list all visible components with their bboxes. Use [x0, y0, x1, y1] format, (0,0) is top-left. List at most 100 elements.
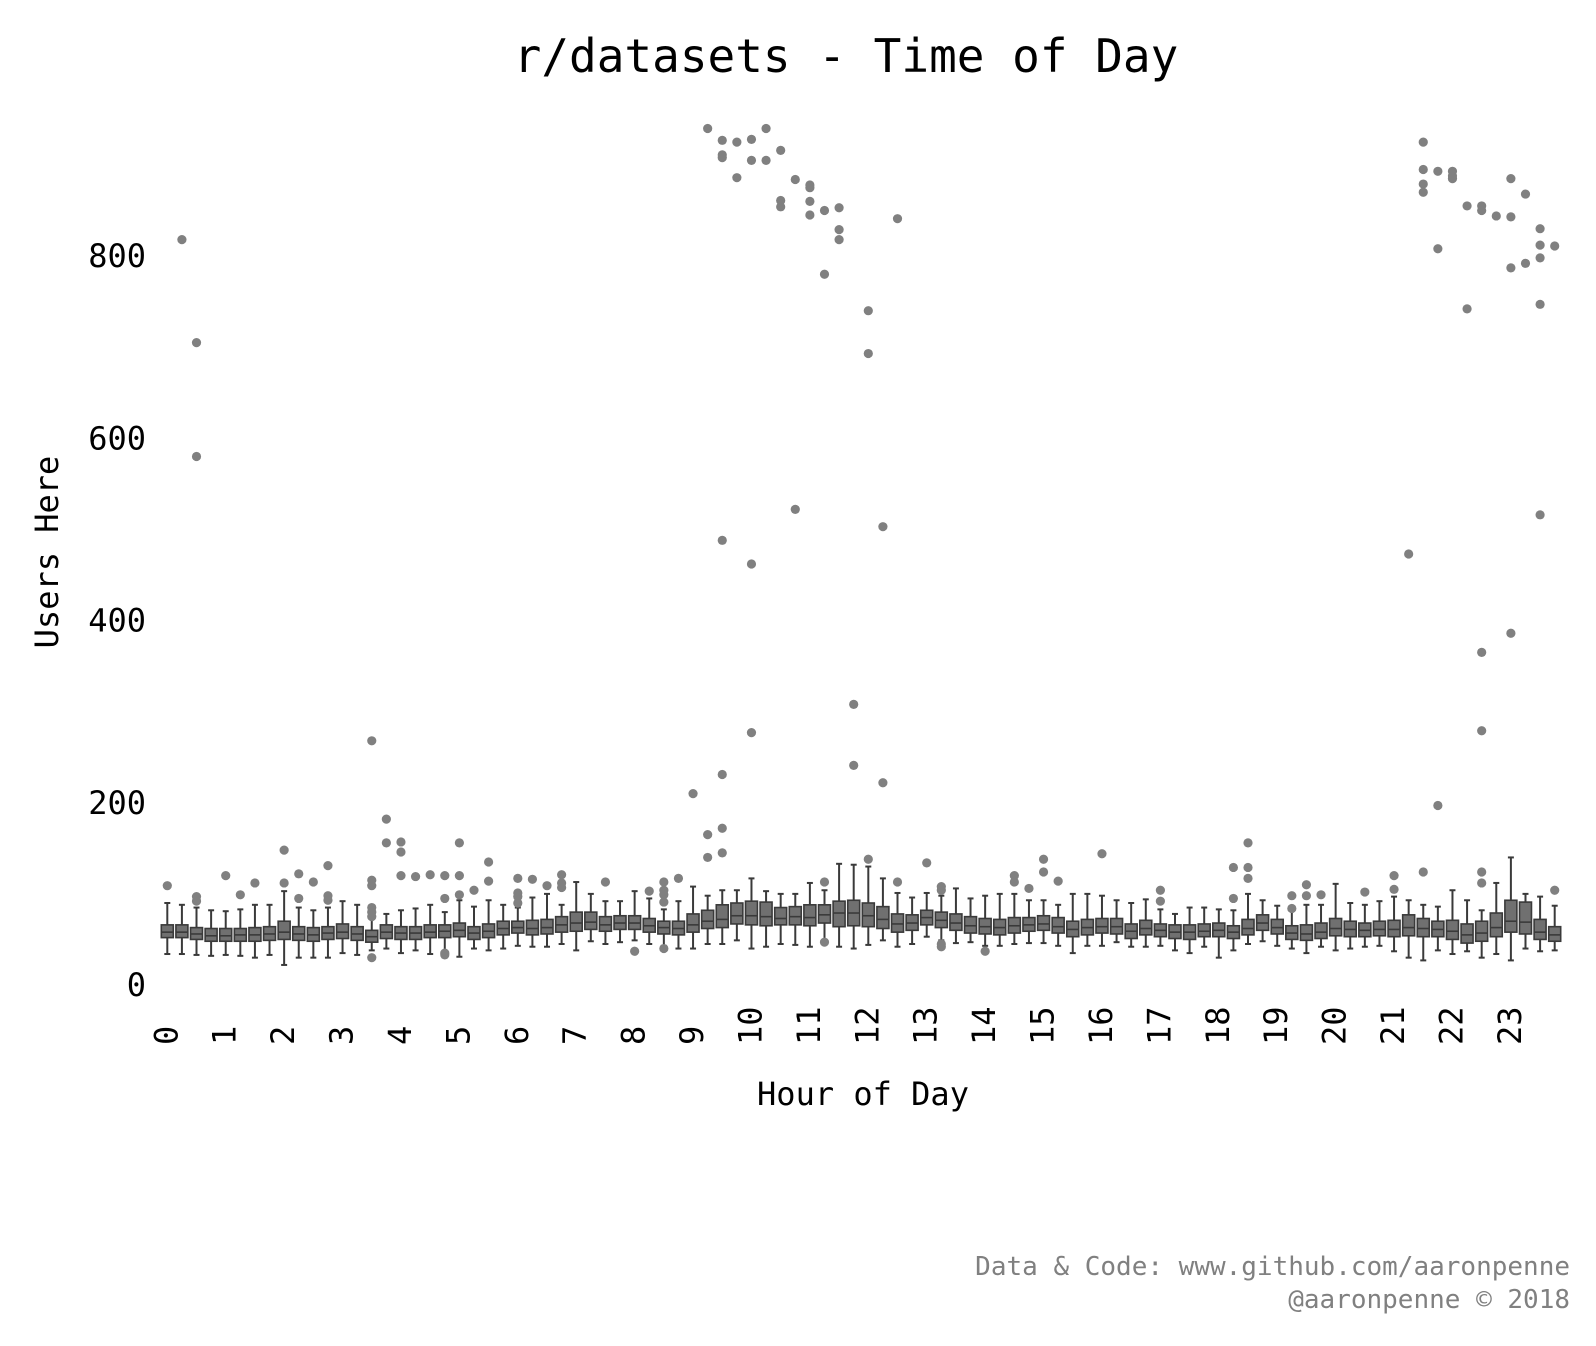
box [627, 890, 642, 942]
outlier-point [1520, 189, 1531, 199]
outlier-point [761, 123, 771, 134]
box [1328, 882, 1343, 952]
outlier-point [1009, 877, 1019, 887]
x-tick-label: 19 [1257, 1006, 1295, 1045]
outlier-point [1243, 862, 1253, 873]
outlier-point [513, 873, 523, 883]
outlier-point [235, 890, 245, 900]
outlier-point [1155, 885, 1165, 895]
outlier-point [191, 892, 202, 902]
box [364, 917, 379, 952]
box-iqr [1474, 920, 1489, 943]
box [569, 881, 584, 952]
outlier-point [922, 858, 932, 868]
box-plot-series [160, 856, 1562, 966]
box [306, 909, 321, 959]
outlier-point [790, 174, 800, 185]
outlier-point [1418, 179, 1428, 189]
outlier-point [483, 857, 494, 867]
box-iqr [1241, 918, 1255, 936]
outlier-point [1228, 893, 1239, 904]
outlier-point [1038, 854, 1049, 864]
box [584, 892, 598, 943]
outlier-point [746, 727, 757, 738]
box [496, 903, 510, 950]
box [730, 889, 744, 942]
outlier-point [1287, 891, 1297, 901]
outlier-point [440, 950, 450, 960]
outlier-point [644, 886, 654, 896]
box-iqr [277, 920, 291, 941]
box-iqr [1314, 922, 1328, 940]
outlier-point [177, 235, 187, 245]
box [642, 897, 657, 945]
y-tick-label: 200 [88, 784, 146, 822]
box [788, 892, 803, 946]
outlier-point [717, 135, 727, 145]
box-iqr [1372, 920, 1387, 937]
outlier-point [776, 202, 786, 212]
box [919, 891, 934, 938]
box [1518, 892, 1533, 950]
outlier-point [440, 893, 450, 904]
box [657, 908, 671, 947]
box [540, 892, 554, 948]
box [934, 894, 949, 942]
outlier-point [732, 173, 742, 183]
outlier-point [790, 504, 800, 514]
outlier-point [1506, 628, 1516, 638]
box-iqr [1095, 917, 1109, 934]
box [1547, 904, 1562, 952]
box-iqr [817, 904, 832, 924]
box [1489, 881, 1504, 956]
outlier-point [1491, 211, 1501, 221]
outlier-point [1506, 173, 1516, 184]
outlier-point [469, 885, 479, 895]
box-iqr [861, 902, 876, 928]
box-iqr [700, 909, 715, 930]
outlier-point [659, 877, 669, 887]
x-tick-label: 7 [556, 1026, 594, 1045]
box [1197, 906, 1211, 948]
outlier-point [863, 854, 873, 864]
outlier-point [513, 898, 523, 908]
outlier-point [688, 789, 698, 799]
box [1416, 903, 1431, 962]
outlier-point [717, 535, 727, 545]
box [876, 877, 890, 942]
outlier-point [863, 348, 873, 359]
x-tick-label: 5 [439, 1026, 477, 1045]
x-tick-label: 14 [965, 1006, 1003, 1045]
box-iqr [1299, 924, 1314, 942]
outlier-point [1009, 871, 1019, 881]
box-iqr [569, 911, 584, 933]
box-iqr [540, 918, 554, 935]
outlier-point [1287, 903, 1297, 914]
box-iqr [759, 901, 773, 927]
box [437, 911, 452, 953]
x-tick-label: 3 [323, 1026, 361, 1045]
box-iqr [788, 905, 803, 926]
outlier-point [1477, 726, 1487, 736]
outlier-point [279, 845, 289, 855]
box [511, 906, 525, 947]
outlier-point [1433, 244, 1443, 254]
outlier-point [1477, 867, 1487, 877]
box-iqr [175, 924, 189, 939]
box [1241, 892, 1255, 945]
outlier-point [557, 882, 567, 893]
outlier-point [834, 203, 844, 213]
box [1533, 895, 1547, 953]
outlier-point [367, 953, 377, 963]
box [175, 903, 189, 956]
outlier-point [805, 183, 815, 193]
box [1372, 900, 1387, 947]
outlier-point [1477, 205, 1487, 216]
box [773, 892, 788, 945]
outlier-point [819, 937, 830, 947]
box [1445, 889, 1460, 956]
box-iqr [832, 900, 846, 928]
box-iqr [423, 924, 437, 939]
box [1212, 908, 1226, 959]
outlier-point [454, 871, 464, 881]
